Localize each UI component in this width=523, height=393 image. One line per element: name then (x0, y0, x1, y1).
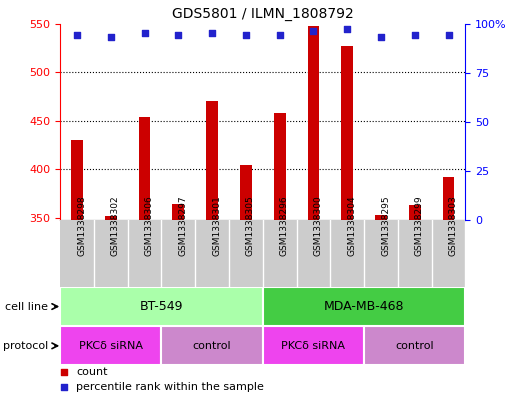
Text: control: control (193, 341, 232, 351)
Text: GSM1338303: GSM1338303 (449, 195, 458, 256)
Text: GSM1338295: GSM1338295 (381, 195, 390, 256)
Point (242, 32, 250, 39)
Text: GSM1338306: GSM1338306 (144, 195, 154, 256)
Point (276, 32, 284, 39)
Text: cell line: cell line (5, 301, 48, 312)
Bar (263, 326, 364, 365)
Text: control: control (395, 341, 434, 351)
Point (377, 34, 385, 40)
Bar (60, 326, 162, 365)
Point (60, 384, 69, 391)
Point (174, 32, 183, 39)
Text: PKCδ siRNA: PKCδ siRNA (281, 341, 346, 351)
Bar (60, 287, 263, 326)
Bar (409, 206, 420, 220)
Point (411, 32, 419, 39)
Text: GSM1338304: GSM1338304 (347, 195, 356, 256)
Bar (375, 215, 387, 220)
Bar (162, 326, 263, 365)
Point (73, 32, 81, 39)
Text: PKCδ siRNA: PKCδ siRNA (79, 341, 143, 351)
Text: GSM1338297: GSM1338297 (178, 195, 187, 256)
Point (60, 369, 69, 376)
Bar (263, 287, 465, 326)
Text: GSM1338301: GSM1338301 (212, 195, 221, 256)
Point (107, 34, 115, 40)
Bar (342, 46, 353, 220)
Bar (105, 216, 117, 220)
Bar (71, 140, 83, 220)
Bar (173, 204, 184, 220)
Bar (206, 101, 218, 220)
Text: GSM1338300: GSM1338300 (313, 195, 323, 256)
Text: GSM1338298: GSM1338298 (77, 195, 86, 256)
Text: GSM1338296: GSM1338296 (280, 195, 289, 256)
Text: BT-549: BT-549 (140, 300, 183, 313)
Text: GSM1338299: GSM1338299 (415, 195, 424, 256)
Bar (442, 177, 454, 220)
Point (343, 26, 351, 33)
Text: GSM1338305: GSM1338305 (246, 195, 255, 256)
Bar (308, 26, 320, 220)
Text: MDA-MB-468: MDA-MB-468 (324, 300, 404, 313)
Point (208, 30, 217, 37)
Text: GSM1338302: GSM1338302 (111, 195, 120, 256)
Point (445, 32, 453, 39)
Point (309, 28, 317, 35)
Text: count: count (76, 367, 108, 377)
Text: percentile rank within the sample: percentile rank within the sample (76, 382, 264, 393)
Title: GDS5801 / ILMN_1808792: GDS5801 / ILMN_1808792 (172, 7, 354, 21)
Bar (364, 326, 465, 365)
Bar (274, 113, 286, 220)
Text: protocol: protocol (3, 341, 48, 351)
Bar (139, 117, 151, 220)
Bar (240, 165, 252, 220)
Point (140, 30, 149, 37)
